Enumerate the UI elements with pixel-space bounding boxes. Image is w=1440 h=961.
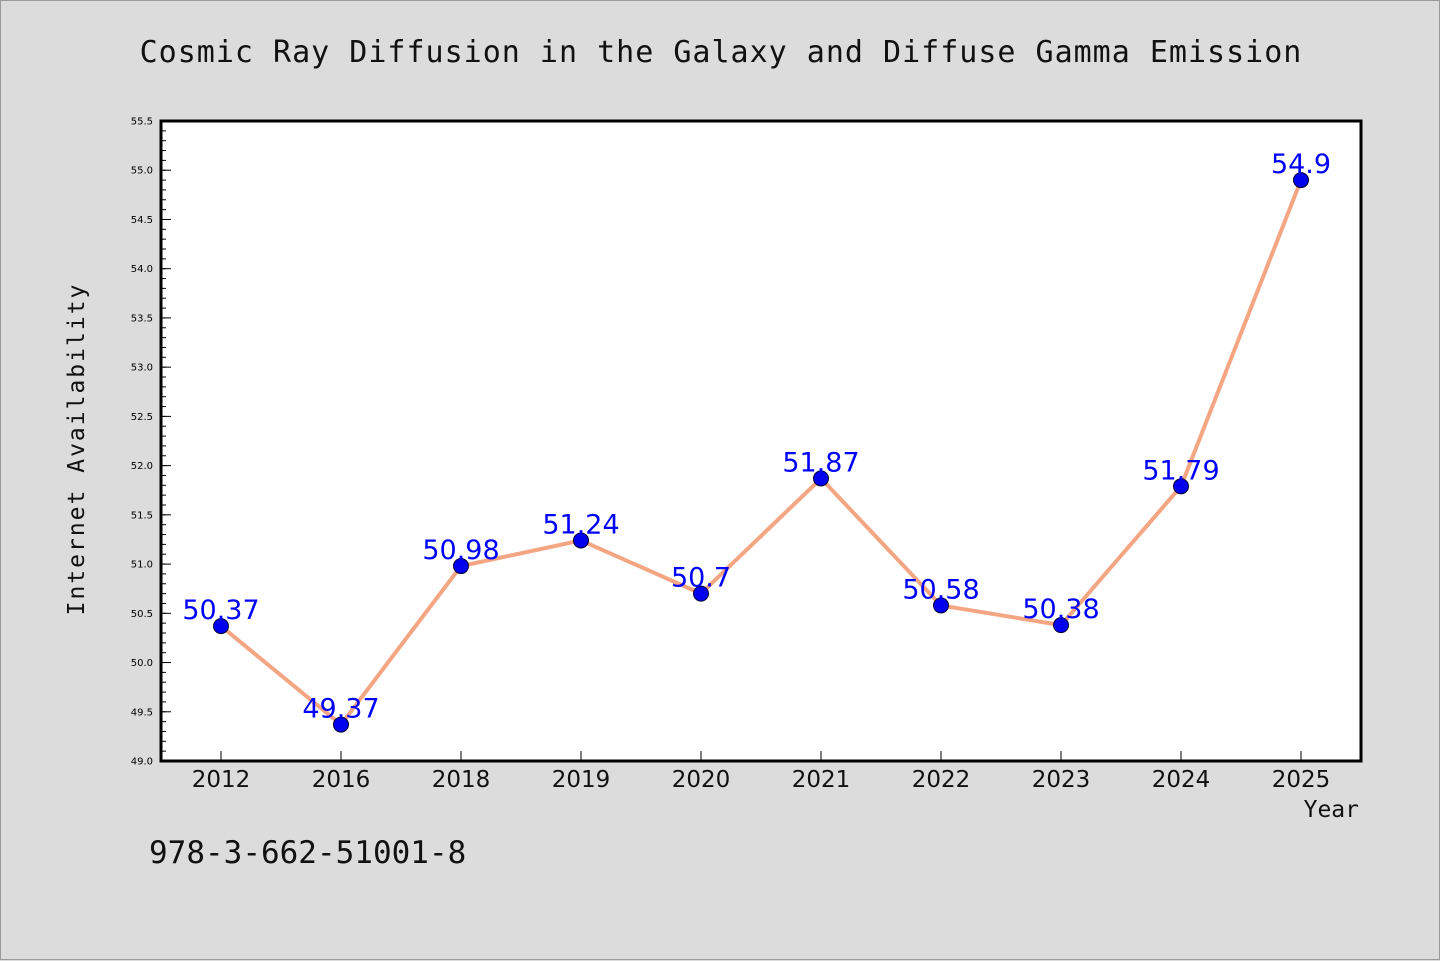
y-tick-label: 51.0: [131, 560, 153, 571]
series-layer: 50.37 49.37 50.98 51.24 50.7 51.87 50.58 50.38 5…: [182, 149, 1331, 733]
x-axis-ticks: 2012 2016 2018 2019 2020 2021 2022 2023 2024 2025: [192, 751, 1331, 793]
x-axis-label: Year: [1303, 797, 1359, 823]
data-label: 50.58: [902, 574, 979, 605]
data-point: [933, 597, 949, 614]
x-tick-label: 2016: [312, 767, 371, 793]
y-tick-label: 51.5: [131, 510, 153, 521]
x-tick-label: 2018: [432, 767, 491, 793]
x-tick-label: 2020: [672, 767, 731, 793]
y-tick-label: 54.5: [131, 215, 153, 226]
x-tick-label: 2012: [192, 767, 251, 793]
data-point: [693, 585, 709, 602]
y-tick-label: 53.0: [131, 363, 153, 374]
data-label: 51.87: [782, 447, 859, 478]
y-tick-label: 50.5: [131, 609, 153, 620]
data-point: [1173, 478, 1189, 495]
y-tick-label: 53.5: [131, 313, 153, 324]
data-point: [213, 618, 229, 635]
data-label: 50.37: [182, 595, 259, 626]
data-point: [333, 716, 349, 733]
y-tick-label: 54.0: [131, 264, 153, 275]
y-axis-ticks: 49.0 49.5 50.0 50.5 51.0 51.5 52.0 52.5 53.0 53.5…: [131, 117, 171, 768]
y-tick-label: 50.0: [131, 658, 153, 669]
x-tick-label: 2019: [552, 767, 611, 793]
chart-title: Cosmic Ray Diffusion in the Galaxy and D…: [139, 35, 1303, 70]
data-label: 54.9: [1271, 149, 1331, 180]
data-point: [1053, 617, 1069, 634]
x-tick-label: 2021: [792, 767, 851, 793]
series-line: [219, 179, 1303, 727]
data-point: [573, 532, 589, 549]
y-tick-label: 52.5: [131, 412, 153, 423]
data-point: [813, 470, 829, 487]
data-label: 50.98: [422, 535, 499, 566]
y-tick-label: 49.0: [131, 757, 153, 768]
x-tick-label: 2024: [1152, 767, 1211, 793]
x-tick-label: 2025: [1272, 767, 1331, 793]
data-label: 51.24: [542, 509, 619, 540]
isbn-annotation: 978-3-662-51001-8: [149, 835, 467, 871]
data-label: 51.79: [1142, 455, 1219, 486]
plot-area: [159, 119, 1363, 763]
y-tick-label: 55.0: [131, 166, 153, 177]
y-tick-label: 49.5: [131, 707, 153, 718]
x-tick-label: 2023: [1032, 767, 1091, 793]
y-tick-label: 55.5: [131, 117, 153, 128]
data-label: 50.38: [1022, 594, 1099, 625]
data-point: [453, 558, 469, 575]
data-label: 50.7: [671, 563, 731, 594]
x-tick-label: 2022: [912, 767, 971, 793]
data-point: [1293, 172, 1309, 189]
data-label: 49.37: [302, 694, 379, 725]
y-tick-label: 52.0: [131, 461, 153, 472]
